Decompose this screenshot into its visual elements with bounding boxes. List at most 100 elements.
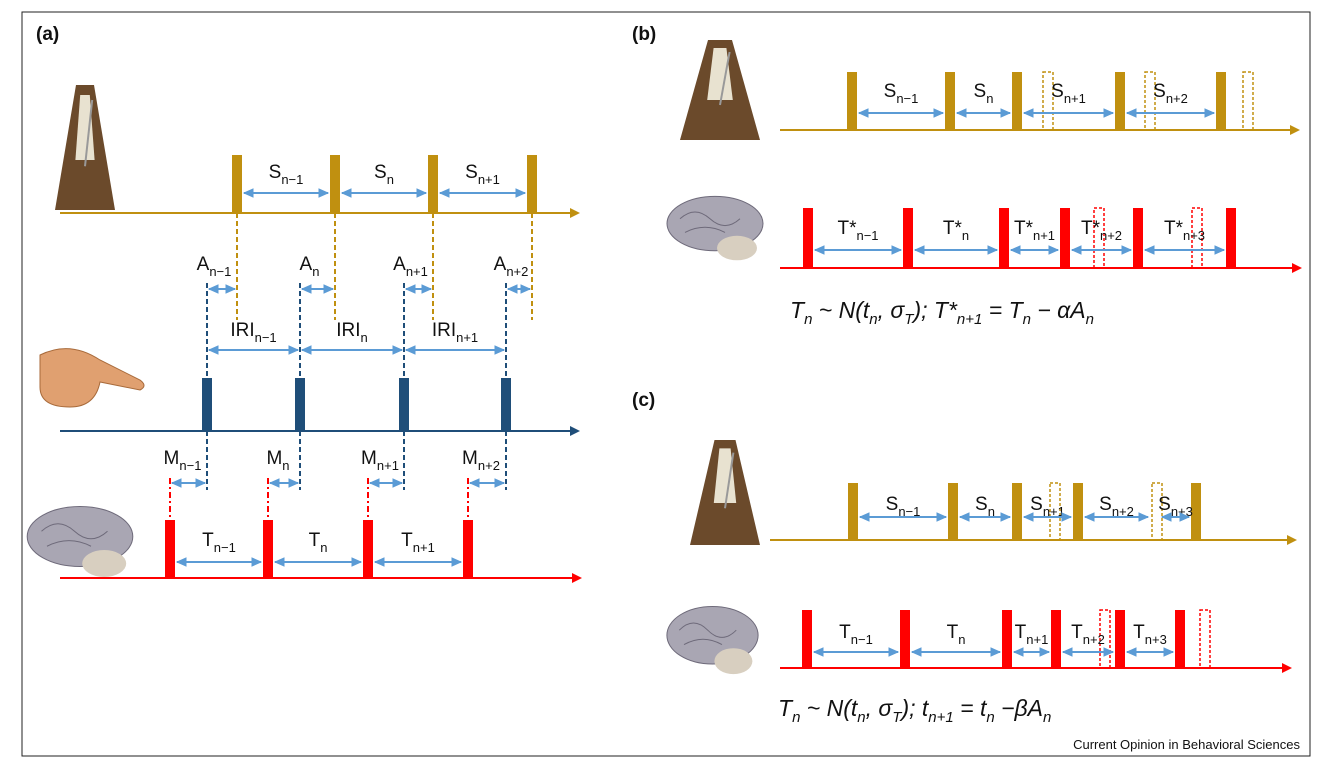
interval-label: Sn+3 [1158,494,1193,519]
label-sub: n−1 [856,228,878,243]
label-sub: n−1 [281,172,303,187]
label-base: T* [1081,218,1101,239]
label-base: T [839,622,851,643]
event-bar [1051,610,1061,668]
event-bar [948,483,958,540]
event-bar [232,155,242,213]
label-base: M [462,448,478,469]
label-base: S [884,81,897,102]
label-base: S [1099,494,1112,515]
label-base: IRI [432,320,456,341]
label-base: A [494,254,507,275]
label-base: T* [1164,218,1184,239]
label-sub: n+1 [413,540,435,555]
label-sub: n+3 [1183,228,1205,243]
formula-part: = T [982,297,1024,323]
label-base: M [361,448,377,469]
label-sub: n [320,540,327,555]
interval-label: Mn [266,448,289,473]
formula-part: ); t [898,695,929,721]
formula-sub: n+1 [957,311,982,328]
event-bar [903,208,913,268]
interval-label: Sn [975,494,995,519]
label-base: S [975,494,988,515]
label-base: IRI [336,320,360,341]
interval-label: Tn+3 [1133,622,1167,647]
panel-label: (a) [36,24,59,45]
interval-label: IRIn−1 [230,320,276,345]
label-base: S [1158,494,1171,515]
label-base: A [197,254,210,275]
label-base: M [266,448,282,469]
label-sub: n+1 [1064,91,1086,106]
interval-label: Tn−1 [202,530,236,555]
event-bar [802,610,812,668]
panel-label: (c) [632,390,655,411]
event-bar [1060,208,1070,268]
label-base: A [393,254,406,275]
label-sub: n+3 [1145,632,1167,647]
event-bar [202,378,212,431]
event-bar [848,483,858,540]
label-sub: n [282,458,289,473]
label-sub: n+1 [1033,228,1055,243]
event-bar [900,610,910,668]
event-bar [1012,483,1022,540]
label-base: T [309,530,321,551]
formula: Tn ~ N(tn, σT); T*n+1 = Tn − αAn [790,297,1094,328]
label-base: IRI [230,320,254,341]
label-sub: n+2 [1083,632,1105,647]
interval-label: An+2 [494,254,529,279]
formula-sub: n [804,311,812,328]
brain-cerebellum [717,236,757,260]
label-base: T [1133,622,1145,643]
label-sub: n [312,264,319,279]
interval-label: Sn [374,162,394,187]
label-base: S [374,162,387,183]
formula-part: , σ [866,695,894,721]
interval-label: Mn+1 [361,448,399,473]
brain-cerebellum [82,550,126,577]
interval-label: IRIn+1 [432,320,478,345]
expected-event [1200,610,1210,668]
label-base: S [1030,494,1043,515]
event-bar [330,155,340,213]
label-base: S [886,494,899,515]
label-base: M [164,448,180,469]
event-bar [945,72,955,130]
label-base: S [1153,81,1166,102]
hand-icon [40,349,144,407]
interval-label: Tn [309,530,328,555]
label-sub: n−1 [214,540,236,555]
label-base: T [1071,622,1083,643]
interval-label: T*n+1 [1014,218,1055,243]
event-bar [295,378,305,431]
event-bar [1012,72,1022,130]
event-bar [1115,610,1125,668]
label-base: T [202,530,214,551]
label-base: S [974,81,987,102]
interval-label: An−1 [197,254,232,279]
label-sub: n [361,330,368,345]
label-sub: n+2 [506,264,528,279]
interval-label: Sn−1 [269,162,304,187]
event-bar [363,520,373,578]
interval-label: Tn+1 [1015,622,1049,647]
label-base: T* [837,218,857,239]
event-bar [999,208,1009,268]
interval-label: Tn+1 [401,530,435,555]
event-bar [263,520,273,578]
page: (a) (b) (c) Current Opinion in Behaviora… [0,0,1318,759]
label-sub: n [958,632,965,647]
event-bar [501,378,511,431]
label-base: T [401,530,413,551]
interval-label: Sn−1 [886,494,921,519]
label-sub: n−1 [255,330,277,345]
interval-label: Sn+2 [1153,81,1188,106]
formula-part: ~ N(t [800,695,858,721]
label-sub: n−1 [179,458,201,473]
label-sub: n [962,228,969,243]
interval-label: T*n−1 [837,218,878,243]
label-sub: n+2 [1166,91,1188,106]
formula-sub: n [857,709,865,726]
